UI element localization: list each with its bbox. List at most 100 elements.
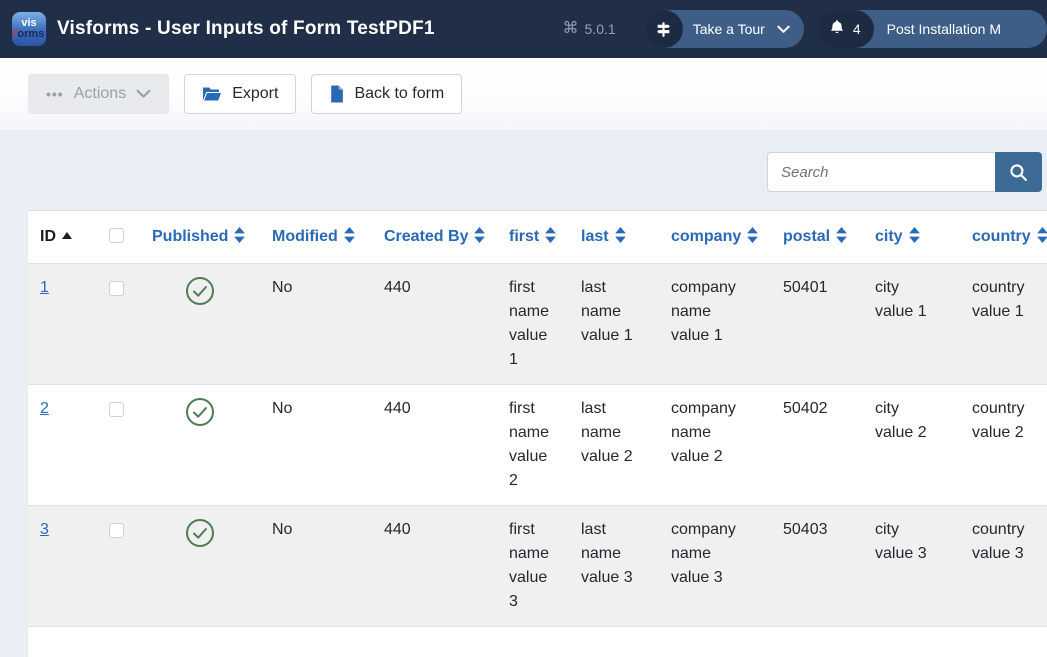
column-header-checkbox [92,210,140,264]
form-inputs-table: ID Published Modified Created By first l… [28,210,1047,657]
visforms-logo-text-bottom: forms [13,28,45,40]
cell-company: company name value 1 [659,263,771,385]
visforms-logo: vis forms [12,12,46,46]
cell-last: last name value 3 [569,505,659,627]
bell-icon [829,19,845,39]
table-row: 3 No 440 first name value 3 last name va… [28,505,1047,627]
cell-last: last name value 1 [569,263,659,385]
post-installation-messages-label: Post Installation M [886,21,1001,37]
table-header-row: ID Published Modified Created By first l… [28,210,1047,264]
toolbar: ••• Actions Export Back to form [0,58,1047,130]
cell-modified: No [260,263,372,385]
column-header-country[interactable]: country [960,210,1047,264]
take-a-tour-label: Take a Tour [692,21,765,37]
file-icon [331,85,344,103]
notification-cap: 4 [815,10,874,48]
back-to-form-button[interactable]: Back to form [311,74,463,114]
column-header-published[interactable]: Published [140,210,260,264]
cell-first: first name value 3 [497,505,569,627]
sort-icon [836,227,847,243]
cell-id: 3 [28,505,92,627]
actions-label: Actions [73,85,127,102]
cell-country: country value 1 [960,263,1047,385]
top-header-bar: vis forms Visforms - User Inputs of Form… [0,0,1047,58]
take-a-tour-button[interactable]: Take a Tour [644,10,804,48]
header-right-group: ⌘ 5.0.1 Take a Tour [563,10,1047,48]
record-id-link[interactable]: 2 [40,400,49,417]
record-id-link[interactable]: 1 [40,279,49,296]
cell-last: last name value 2 [569,384,659,506]
cell-city: city value 2 [863,384,960,506]
published-check-circle-icon[interactable] [185,397,215,427]
search-row [0,152,1047,192]
cell-id: 1 [28,263,92,385]
column-header-first[interactable]: first [497,210,569,264]
export-button[interactable]: Export [184,74,297,114]
column-header-company[interactable]: company [659,210,771,264]
table-row-partial [28,626,1047,657]
visforms-logo-text-top: vis [21,17,37,29]
column-header-id[interactable]: ID [28,210,92,264]
table-row: 2 No 440 first name value 2 last name va… [28,384,1047,506]
cell-city: city value 1 [863,263,960,385]
sort-icon [234,227,246,243]
cell-modified: No [260,384,372,506]
cell-published [140,263,260,385]
select-all-checkbox[interactable] [108,228,124,243]
cell-published [140,505,260,627]
search-button[interactable] [995,152,1042,192]
cell-company: company name value 2 [659,384,771,506]
published-check-circle-icon[interactable] [185,276,215,306]
cell-published [140,384,260,506]
cell-country: country value 3 [960,505,1047,627]
column-header-modified[interactable]: Modified [260,210,372,264]
cell-select [92,505,140,627]
sort-icon [908,227,920,243]
post-installation-messages-button[interactable]: 4 Post Installation M [815,10,1047,48]
sort-icon [747,227,759,243]
sort-ascending-icon [62,232,72,239]
cell-created-by: 440 [372,263,497,385]
actions-dropdown-button[interactable]: ••• Actions [28,74,170,114]
sort-icon [1036,227,1047,243]
ellipsis-icon: ••• [46,86,64,102]
sort-icon [474,227,486,243]
cell-empty [28,626,1047,657]
cell-postal: 50403 [771,505,863,627]
cell-select [92,263,140,385]
folder-open-icon [203,87,222,101]
search-input[interactable] [767,152,995,192]
column-header-last[interactable]: last [569,210,659,264]
chevron-down-icon [777,21,790,37]
row-checkbox[interactable] [108,281,124,296]
signpost-icon [644,10,683,48]
published-check-circle-icon[interactable] [185,518,215,548]
cell-postal: 50401 [771,263,863,385]
version-number: 5.0.1 [584,21,616,37]
cell-country: country value 2 [960,384,1047,506]
sort-icon [343,227,355,243]
notification-count-badge: 4 [852,21,861,37]
row-checkbox[interactable] [108,402,124,417]
cell-id: 2 [28,384,92,506]
cell-first: first name value 1 [497,263,569,385]
sort-icon [614,227,626,243]
chevron-down-icon [136,89,151,98]
row-checkbox[interactable] [108,523,124,538]
page-title: Visforms - User Inputs of Form TestPDF1 [57,18,435,39]
export-label: Export [232,85,279,102]
cell-created-by: 440 [372,505,497,627]
column-header-postal[interactable]: postal [771,210,863,264]
cell-created-by: 440 [372,384,497,506]
cell-modified: No [260,505,372,627]
joomla-version: ⌘ 5.0.1 [562,20,616,38]
table-row: 1 No 440 first name value 1 last name va… [28,263,1047,385]
cell-postal: 50402 [771,384,863,506]
cell-company: company name value 3 [659,505,771,627]
column-header-created-by[interactable]: Created By [372,210,497,264]
column-header-city[interactable]: city [863,210,960,264]
record-id-link[interactable]: 3 [40,521,49,538]
cell-first: first name value 2 [497,384,569,506]
joomla-icon: ⌘ [562,20,579,37]
search-icon [1010,163,1027,181]
